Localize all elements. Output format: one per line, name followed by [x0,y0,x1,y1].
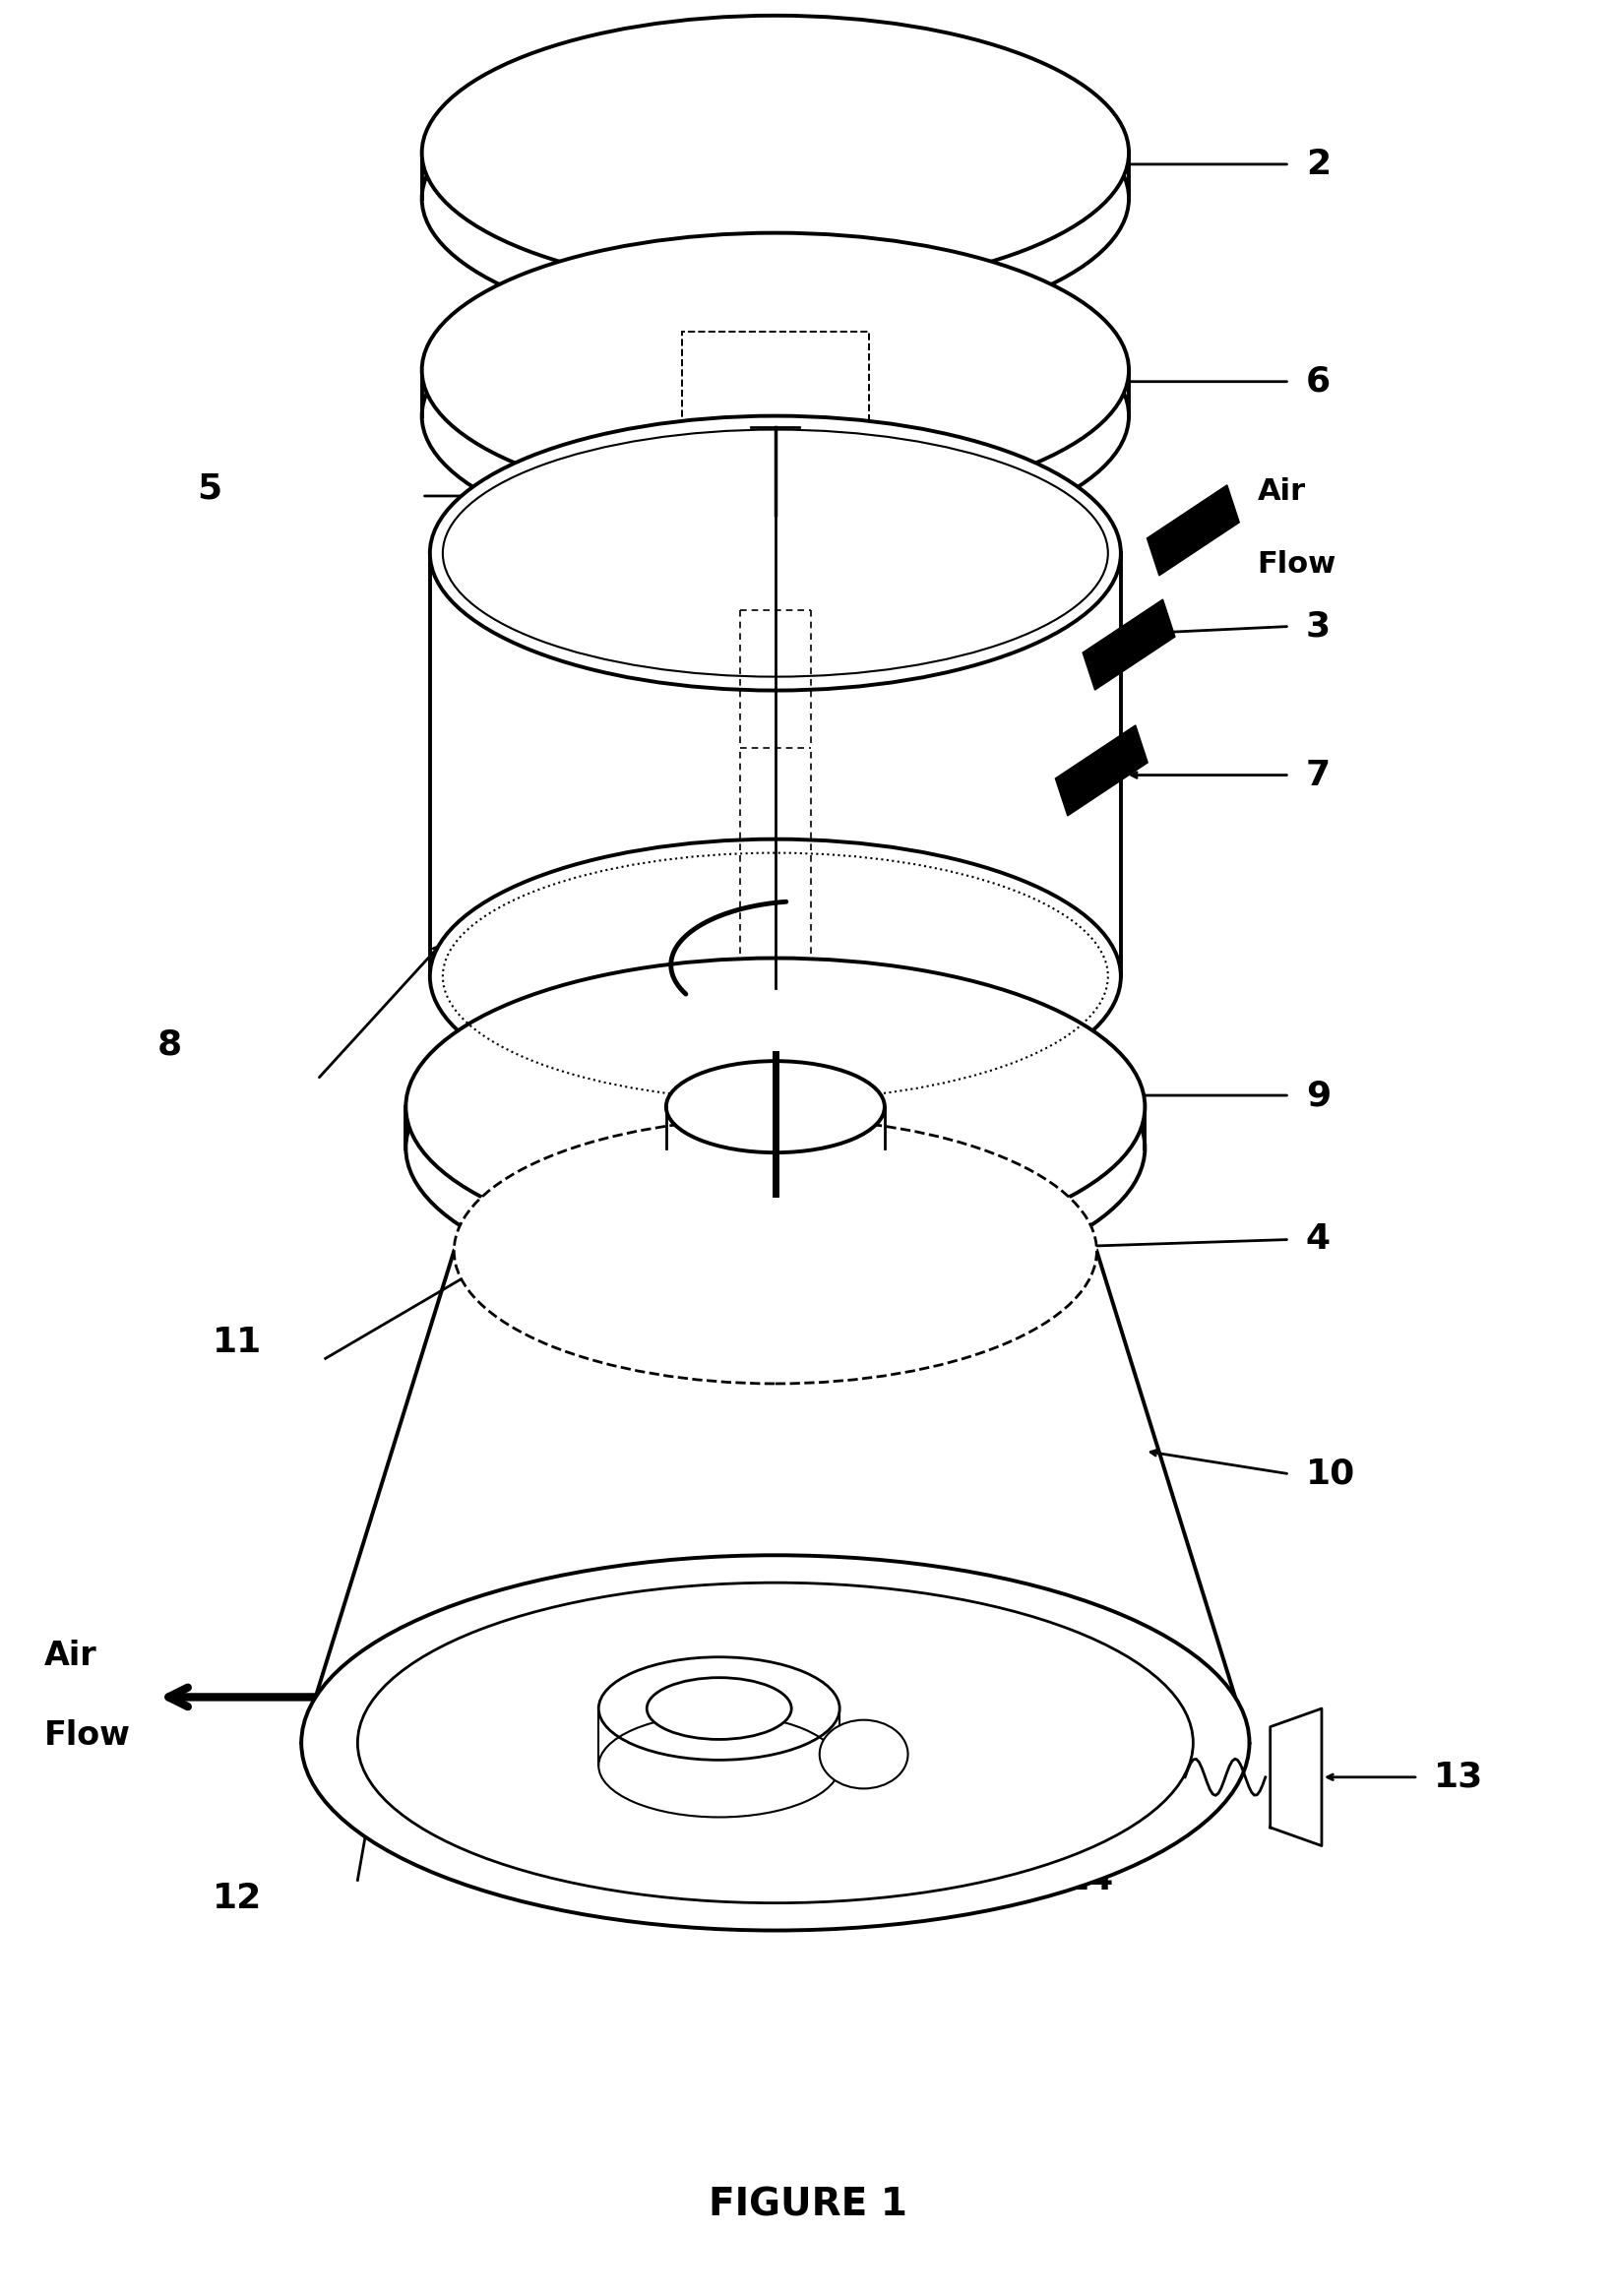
Text: Air: Air [1258,478,1307,505]
Ellipse shape [819,1720,908,1789]
Ellipse shape [422,232,1129,507]
Text: 14: 14 [1064,1864,1114,1896]
Text: 3: 3 [1305,611,1331,643]
Polygon shape [1055,726,1148,815]
Text: 5: 5 [197,473,221,505]
Ellipse shape [302,1554,1250,1931]
Text: 12: 12 [213,1883,263,1915]
Ellipse shape [665,1061,885,1153]
Polygon shape [1271,1708,1321,1846]
Text: 7: 7 [1305,758,1331,792]
Text: FIGURE 1: FIGURE 1 [707,2186,908,2223]
Text: 10: 10 [1305,1458,1355,1490]
Text: Flow: Flow [44,1720,131,1752]
Text: 8: 8 [157,1029,181,1061]
Polygon shape [1082,599,1176,689]
Text: 9: 9 [1305,1079,1331,1111]
Ellipse shape [422,16,1129,289]
Text: 13: 13 [1434,1761,1484,1793]
Polygon shape [1147,484,1239,576]
Ellipse shape [648,1678,791,1740]
Text: 6: 6 [1305,365,1331,397]
Text: 4: 4 [1305,1224,1331,1256]
Text: Flow: Flow [1258,551,1336,579]
Text: 11: 11 [213,1325,263,1359]
Text: Air: Air [44,1639,97,1671]
Ellipse shape [430,838,1121,1114]
Ellipse shape [357,1582,1193,1903]
Ellipse shape [454,1118,1097,1384]
Ellipse shape [405,957,1145,1256]
Text: 2: 2 [1305,147,1331,181]
Bar [682,331,869,427]
Ellipse shape [430,416,1121,691]
Ellipse shape [599,1658,840,1761]
